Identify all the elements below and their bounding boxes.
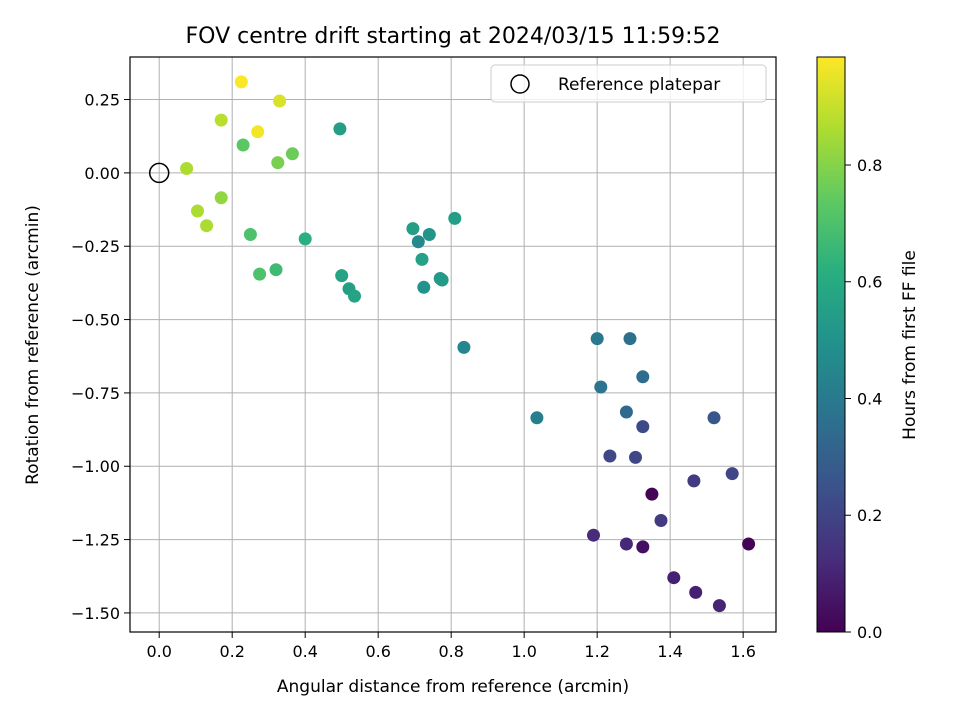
data-point	[271, 156, 285, 170]
data-point	[654, 514, 668, 527]
colorbar-tick-label: 0.4	[857, 389, 882, 408]
data-point	[687, 474, 701, 488]
data-point	[712, 599, 726, 613]
data-point	[243, 228, 257, 241]
data-point	[619, 405, 633, 419]
plot-frame	[129, 56, 777, 633]
x-tick-label: 0.8	[438, 642, 463, 661]
data-point	[415, 252, 429, 266]
y-tick-label: 0.25	[84, 91, 120, 110]
colorbar-tick-label: 0.8	[857, 156, 882, 175]
y-axis-label: Rotation from reference (arcmin)	[23, 205, 43, 485]
data-point	[422, 228, 436, 241]
colorbar-tick-label: 0.2	[857, 506, 882, 525]
data-point	[636, 540, 650, 554]
y-tick-label: −0.25	[71, 237, 120, 256]
x-axis-label: Angular distance from reference (arcmin)	[277, 677, 629, 697]
x-tick-label: 1.4	[657, 642, 682, 661]
data-point	[689, 585, 703, 599]
x-tick-label: 0.4	[292, 642, 317, 661]
data-point	[587, 528, 600, 542]
data-point	[253, 267, 267, 281]
data-point	[619, 537, 633, 551]
data-point	[411, 235, 425, 249]
y-tick-label: −0.50	[71, 311, 120, 330]
data-point	[214, 191, 228, 205]
data-point	[742, 537, 756, 551]
data-point	[636, 420, 650, 434]
grid-lines	[130, 57, 776, 632]
legend: Reference platepar	[490, 64, 767, 103]
x-tick-label: 0.0	[146, 642, 171, 661]
data-point	[636, 370, 650, 384]
data-point	[333, 122, 347, 136]
data-point	[435, 273, 449, 287]
y-axis-ticks: 0.25 0.00 −0.25 −0.50 −0.75 −1.00 −1.25 −1.50	[71, 91, 130, 623]
data-point	[269, 263, 283, 277]
data-point	[285, 147, 299, 161]
legend-box	[490, 64, 767, 103]
data-point	[645, 487, 659, 501]
data-point	[298, 232, 312, 246]
colorbar-label: Hours from first FF file	[900, 250, 920, 440]
data-point	[191, 204, 204, 218]
data-point	[629, 450, 642, 464]
colorbar-tick-label: 0.0	[857, 623, 882, 642]
data-point	[530, 411, 544, 425]
x-tick-label: 0.2	[219, 642, 244, 661]
legend-label: Reference platepar	[558, 75, 720, 95]
x-tick-label: 1.2	[584, 642, 609, 661]
colorbar-tick-label: 0.6	[857, 273, 882, 292]
data-point	[200, 219, 214, 233]
reference-platepar-marker	[148, 162, 170, 184]
data-point	[214, 113, 228, 127]
chart-title: FOV centre drift starting at 2024/03/15 …	[186, 24, 721, 49]
reference-marker-layer	[148, 162, 170, 184]
data-point	[603, 449, 617, 463]
colorbar	[816, 56, 846, 633]
x-tick-label: 1.6	[730, 642, 755, 661]
data-point	[236, 138, 250, 152]
data-point	[667, 571, 681, 585]
y-tick-label: −0.75	[71, 384, 120, 403]
data-point	[448, 211, 462, 225]
legend-reference-marker	[510, 74, 530, 94]
x-tick-label: 0.6	[365, 642, 390, 661]
y-tick-label: 0.00	[84, 164, 120, 183]
x-axis-ticks: 0.0 0.2 0.4 0.6 0.8 1.0 1.2 1.4 1.6	[146, 632, 756, 661]
x-tick-label: 1.0	[511, 642, 536, 661]
data-point	[623, 332, 637, 346]
data-point	[707, 411, 721, 425]
data-points	[180, 75, 756, 613]
colorbar-ticks: 0.0 0.2 0.4 0.6 0.8	[845, 156, 882, 642]
data-point	[594, 380, 608, 394]
data-point	[406, 222, 420, 236]
data-point	[348, 289, 361, 303]
y-tick-label: −1.50	[71, 604, 120, 623]
data-point	[725, 467, 739, 481]
data-point	[273, 94, 287, 108]
data-point	[457, 340, 471, 354]
y-tick-label: −1.00	[71, 457, 120, 476]
data-point	[251, 125, 265, 139]
data-point	[234, 75, 248, 89]
data-point	[590, 332, 604, 346]
data-point	[335, 269, 349, 283]
y-tick-label: −1.25	[71, 531, 120, 550]
data-point	[417, 280, 431, 294]
data-point	[180, 162, 194, 175]
